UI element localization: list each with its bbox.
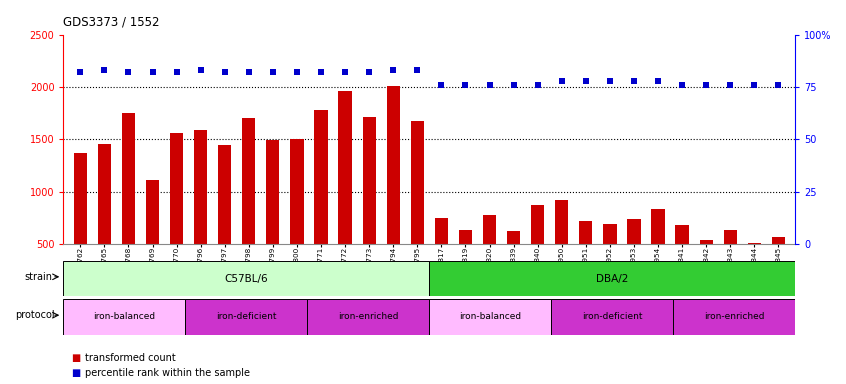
Bar: [435, 218, 448, 296]
Point: [483, 82, 497, 88]
Bar: [552, 299, 673, 335]
Bar: [675, 225, 689, 296]
Bar: [315, 110, 327, 296]
Bar: [122, 113, 135, 296]
Bar: [673, 299, 795, 335]
Point: [507, 82, 520, 88]
Bar: [146, 180, 159, 296]
Bar: [63, 261, 429, 296]
Point: [627, 78, 640, 84]
Point: [218, 69, 232, 75]
Point: [387, 67, 400, 73]
Point: [362, 69, 376, 75]
Text: iron-enriched: iron-enriched: [338, 313, 398, 321]
Text: percentile rank within the sample: percentile rank within the sample: [85, 368, 250, 378]
Text: protocol: protocol: [15, 310, 55, 320]
Bar: [363, 117, 376, 296]
Point: [675, 82, 689, 88]
Point: [579, 78, 592, 84]
Bar: [290, 139, 304, 296]
Point: [435, 82, 448, 88]
Bar: [772, 237, 785, 296]
Bar: [242, 118, 255, 296]
Point: [146, 69, 159, 75]
Point: [748, 82, 761, 88]
Bar: [266, 140, 279, 296]
Text: ■: ■: [72, 353, 85, 363]
Bar: [483, 215, 496, 296]
Bar: [387, 86, 400, 296]
Bar: [555, 200, 569, 296]
Bar: [429, 299, 552, 335]
Point: [531, 82, 545, 88]
Bar: [651, 209, 665, 296]
Bar: [459, 230, 472, 296]
Text: iron-deficient: iron-deficient: [582, 313, 643, 321]
Text: DBA/2: DBA/2: [596, 273, 629, 284]
Bar: [748, 243, 761, 296]
Bar: [98, 144, 111, 296]
Bar: [723, 230, 737, 296]
Point: [651, 78, 665, 84]
Text: GDS3373 / 1552: GDS3373 / 1552: [63, 15, 160, 28]
Point: [772, 82, 785, 88]
Point: [700, 82, 713, 88]
Bar: [185, 299, 307, 335]
Bar: [74, 153, 87, 296]
Bar: [63, 299, 185, 335]
Point: [314, 69, 327, 75]
Point: [122, 69, 135, 75]
Text: ■: ■: [72, 368, 85, 378]
Text: transformed count: transformed count: [85, 353, 176, 363]
Point: [290, 69, 304, 75]
Bar: [338, 91, 352, 296]
Point: [170, 69, 184, 75]
Text: iron-balanced: iron-balanced: [459, 313, 521, 321]
Bar: [507, 231, 520, 296]
Text: C57BL/6: C57BL/6: [224, 273, 268, 284]
Point: [266, 69, 280, 75]
Bar: [603, 224, 617, 296]
Point: [723, 82, 737, 88]
Point: [97, 67, 111, 73]
Text: strain: strain: [24, 272, 52, 282]
Bar: [429, 261, 795, 296]
Bar: [700, 240, 713, 296]
Text: iron-balanced: iron-balanced: [93, 313, 156, 321]
Point: [74, 69, 87, 75]
Point: [555, 78, 569, 84]
Point: [194, 67, 207, 73]
Bar: [531, 205, 544, 296]
Point: [410, 67, 424, 73]
Bar: [218, 146, 231, 296]
Text: iron-enriched: iron-enriched: [704, 313, 765, 321]
Bar: [194, 130, 207, 296]
Point: [242, 69, 255, 75]
Bar: [307, 299, 429, 335]
Point: [338, 69, 352, 75]
Text: iron-deficient: iron-deficient: [216, 313, 277, 321]
Bar: [170, 133, 184, 296]
Bar: [580, 221, 592, 296]
Point: [603, 78, 617, 84]
Point: [459, 82, 472, 88]
Bar: [410, 121, 424, 296]
Bar: [628, 219, 640, 296]
